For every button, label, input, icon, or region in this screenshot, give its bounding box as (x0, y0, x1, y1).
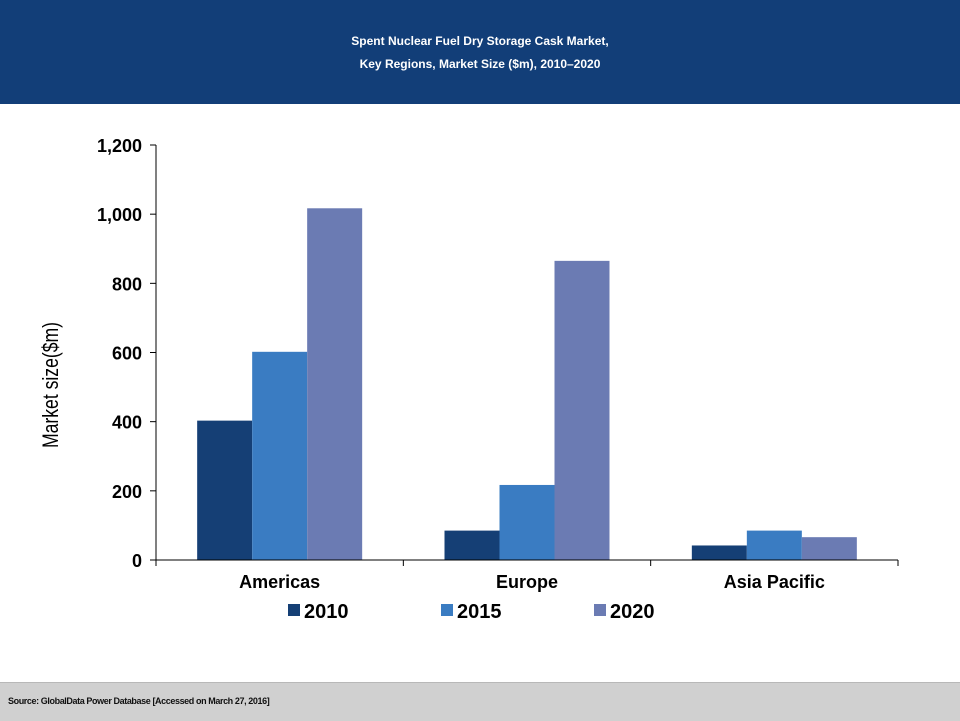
chart-title-line-2: Key Regions, Market Size ($m), 2010–2020 (359, 57, 601, 71)
y-axis: 0 200 400 600 800 1,000 1,200 (97, 136, 157, 571)
bar-2020 (801, 537, 857, 560)
legend-label: 2010 (304, 601, 349, 623)
bar-2010 (197, 420, 253, 560)
y-axis-label: Market size($m) (39, 322, 63, 448)
bars (197, 208, 857, 560)
legend-label: 2015 (457, 601, 502, 623)
legend-swatch-2010 (288, 604, 300, 616)
legend-label: 2020 (610, 601, 655, 623)
bar-2020 (554, 260, 610, 560)
legend-swatch-2020 (594, 604, 606, 616)
legend-swatch-2015 (441, 604, 453, 616)
y-tick-label: 400 (112, 413, 142, 433)
y-tick-label: 800 (112, 274, 142, 294)
x-category-label: Europe (496, 572, 558, 592)
x-category-label: Asia Pacific (724, 572, 825, 592)
bar-2015 (252, 351, 308, 560)
legend: 2010 2015 2020 (288, 601, 655, 623)
bar-2020 (307, 208, 363, 560)
x-axis: Americas Europe Asia Pacific (155, 559, 899, 592)
y-tick-label: 1,000 (97, 205, 142, 225)
y-tick-label: 0 (132, 551, 142, 571)
y-tick-label: 600 (112, 344, 142, 364)
y-tick-label: 200 (112, 482, 142, 502)
source-footer: Source: GlobalData Power Database [Acces… (0, 682, 960, 721)
bar-2015 (746, 530, 802, 560)
bar-2015 (499, 484, 555, 560)
bar-2010 (444, 530, 500, 560)
chart-header: Spent Nuclear Fuel Dry Storage Cask Mark… (0, 0, 960, 104)
bar-chart: 0 200 400 600 800 1,000 1,200 Americas Europe As… (39, 136, 899, 623)
source-text: Source: GlobalData Power Database [Acces… (8, 696, 270, 706)
chart-title-line-1: Spent Nuclear Fuel Dry Storage Cask Mark… (351, 34, 609, 48)
bar-2010 (691, 545, 747, 560)
x-category-label: Americas (239, 572, 320, 592)
y-tick-label: 1,200 (97, 136, 142, 156)
